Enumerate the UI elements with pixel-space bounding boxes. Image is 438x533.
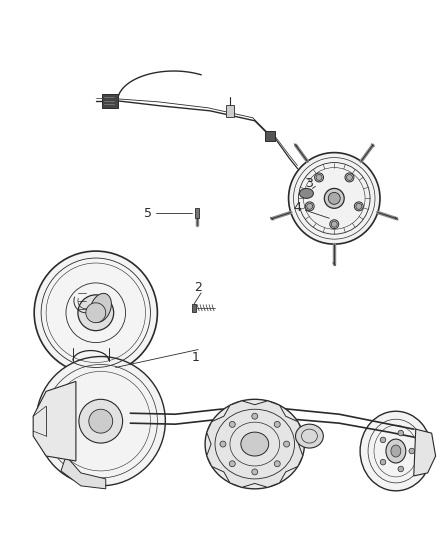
Circle shape — [274, 422, 280, 427]
Text: 1: 1 — [191, 351, 199, 364]
Polygon shape — [33, 382, 76, 461]
Text: 2: 2 — [194, 281, 202, 294]
Ellipse shape — [324, 188, 344, 208]
Text: 3: 3 — [305, 177, 313, 190]
Circle shape — [305, 202, 314, 211]
Circle shape — [314, 173, 324, 182]
Circle shape — [78, 295, 114, 330]
Circle shape — [380, 437, 386, 443]
Circle shape — [230, 461, 235, 467]
Circle shape — [220, 441, 226, 447]
Polygon shape — [265, 131, 275, 141]
Circle shape — [79, 399, 123, 443]
Polygon shape — [207, 401, 303, 487]
Polygon shape — [192, 304, 196, 312]
Text: 4: 4 — [293, 201, 301, 214]
Circle shape — [346, 174, 353, 180]
Circle shape — [34, 251, 157, 375]
Circle shape — [89, 409, 113, 433]
Circle shape — [230, 422, 235, 427]
Circle shape — [345, 173, 354, 182]
Circle shape — [86, 303, 106, 322]
Circle shape — [283, 441, 290, 447]
Circle shape — [330, 220, 339, 229]
Circle shape — [356, 204, 362, 209]
Polygon shape — [102, 94, 118, 108]
Circle shape — [252, 413, 258, 419]
Circle shape — [274, 461, 280, 467]
Polygon shape — [226, 105, 234, 117]
Ellipse shape — [205, 399, 304, 489]
Polygon shape — [414, 429, 436, 476]
Ellipse shape — [360, 411, 431, 491]
Ellipse shape — [241, 432, 268, 456]
Ellipse shape — [296, 424, 323, 448]
Circle shape — [307, 204, 313, 209]
Circle shape — [252, 469, 258, 475]
Circle shape — [331, 221, 337, 227]
Text: 5: 5 — [145, 207, 152, 220]
Circle shape — [354, 202, 363, 211]
Circle shape — [36, 357, 165, 486]
Circle shape — [316, 174, 322, 180]
Circle shape — [409, 448, 414, 454]
Circle shape — [380, 459, 386, 465]
Circle shape — [398, 430, 403, 436]
Ellipse shape — [328, 192, 340, 204]
Ellipse shape — [391, 445, 401, 457]
Ellipse shape — [386, 439, 406, 463]
Circle shape — [398, 466, 403, 472]
Ellipse shape — [300, 188, 314, 198]
Ellipse shape — [289, 152, 380, 244]
Ellipse shape — [90, 293, 111, 322]
Polygon shape — [195, 208, 199, 218]
Polygon shape — [61, 456, 106, 489]
